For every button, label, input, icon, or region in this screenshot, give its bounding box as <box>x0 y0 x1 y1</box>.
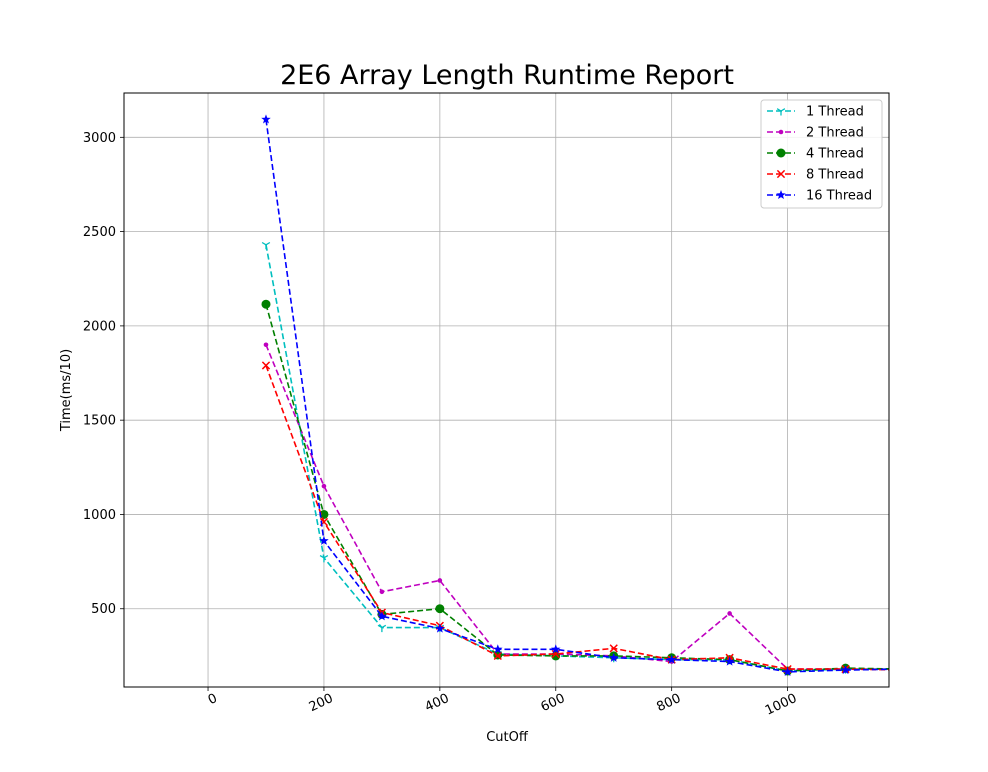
data-point <box>608 652 619 662</box>
legend-label: 8 Thread <box>806 168 864 183</box>
data-point <box>319 509 329 519</box>
data-point <box>377 611 387 621</box>
data-point <box>724 656 735 666</box>
data-point <box>319 554 329 563</box>
data-point <box>377 624 387 633</box>
y-tick-label: 1000 <box>83 508 116 523</box>
legend: 1 Thread 2 Thread 4 Thread 8 Thread 16 Threa… <box>760 99 883 209</box>
data-point <box>379 589 385 595</box>
plot-frame <box>123 92 890 688</box>
series-line <box>265 303 889 672</box>
data-point <box>551 651 561 661</box>
data-point <box>609 644 618 653</box>
grid-lines <box>124 93 889 687</box>
data-point <box>261 241 271 250</box>
series-line <box>265 344 889 670</box>
data-point <box>666 654 677 664</box>
legend-marker <box>778 129 784 135</box>
data-point <box>437 578 443 583</box>
series-line <box>265 365 889 671</box>
y-tick-label: 500 <box>91 602 116 617</box>
data-point <box>727 611 732 616</box>
y-tick-label: 3000 <box>83 131 116 146</box>
legend-marker <box>776 190 786 200</box>
legend-label: 1 Thread <box>806 105 864 120</box>
series-line <box>265 119 889 673</box>
data-point <box>840 665 851 675</box>
legend-label: 4 Thread <box>806 147 864 162</box>
data-point <box>261 361 271 370</box>
data-point <box>321 483 327 489</box>
data-point <box>782 666 793 676</box>
legend-marker <box>776 108 786 116</box>
legend-label: 2 Thread <box>806 126 864 141</box>
y-tick-label: 2000 <box>83 319 116 334</box>
legend-marker <box>776 169 786 179</box>
data-point <box>435 604 445 614</box>
data-point <box>493 651 502 661</box>
data-point <box>551 644 561 654</box>
data-point <box>261 114 271 124</box>
y-tick-label: 2500 <box>83 225 116 240</box>
legend-box <box>760 99 883 209</box>
series-layer <box>261 114 889 676</box>
data-point <box>319 535 329 545</box>
x-axis-label: CutOff <box>486 730 529 745</box>
y-tick-label: 1500 <box>83 414 116 429</box>
data-point <box>263 342 269 348</box>
data-point <box>261 299 271 309</box>
y-axis-label: Time(ms/10) <box>59 349 74 432</box>
legend-marker <box>776 148 786 158</box>
chart-title: 2E6 Array Length Runtime Report <box>280 60 734 91</box>
data-point <box>493 644 503 654</box>
data-point <box>435 623 445 633</box>
legend-label: 16 Thread <box>806 189 872 204</box>
